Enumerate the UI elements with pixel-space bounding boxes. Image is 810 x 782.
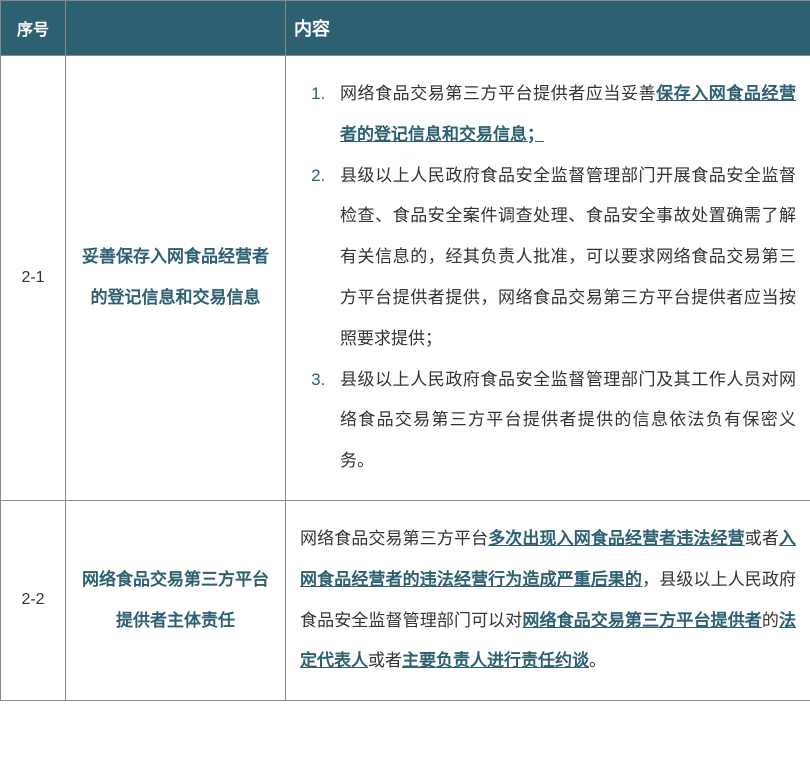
- list-item: 网络食品交易第三方平台提供者应当妥善保存入网食品经营者的登记信息和交易信息；: [330, 74, 796, 156]
- body-text: 县级以上人民政府食品安全监督管理部门开展食品安全监督检查、食品安全案件调查处理、…: [340, 166, 796, 348]
- cell-content: 网络食品交易第三方平台提供者应当妥善保存入网食品经营者的登记信息和交易信息； 县级…: [286, 56, 810, 501]
- body-text: 或者: [745, 529, 779, 548]
- table-body: 2-1妥善保存入网食品经营者的登记信息和交易信息网络食品交易第三方平台提供者应当…: [1, 56, 810, 701]
- header-idx: 序号: [1, 1, 66, 56]
- body-text: 的: [762, 611, 779, 630]
- ordered-list: 网络食品交易第三方平台提供者应当妥善保存入网食品经营者的登记信息和交易信息； 县级…: [300, 74, 796, 482]
- cell-idx: 2-2: [1, 500, 66, 700]
- list-item: 县级以上人民政府食品安全监督管理部门及其工作人员对网络食品交易第三方平台提供者提…: [330, 360, 796, 482]
- table-row: 2-1妥善保存入网食品经营者的登记信息和交易信息网络食品交易第三方平台提供者应当…: [1, 56, 810, 501]
- body-text: 网络食品交易第三方平台: [300, 529, 488, 548]
- cell-idx: 2-1: [1, 56, 66, 501]
- table-row: 2-2网络食品交易第三方平台提供者主体责任网络食品交易第三方平台多次出现入网食品…: [1, 500, 810, 700]
- body-text: 或者: [368, 651, 402, 670]
- body-text: 县级以上人民政府食品安全监督管理部门及其工作人员对网络食品交易第三方平台提供者提…: [340, 370, 796, 471]
- regulation-table: 序号 项目 内容 2-1妥善保存入网食品经营者的登记信息和交易信息网络食品交易第…: [0, 0, 810, 701]
- body-text: 。: [589, 651, 606, 670]
- cell-item: 妥善保存入网食品经营者的登记信息和交易信息: [66, 56, 286, 501]
- header-content: 内容: [286, 1, 810, 56]
- highlight-text: 网络食品交易第三方平台提供者: [522, 611, 762, 630]
- highlight-text: 多次出现入网食品经营者违法经营: [488, 529, 745, 548]
- paragraph: 网络食品交易第三方平台多次出现入网食品经营者违法经营或者入网食品经营者的违法经营…: [300, 519, 796, 682]
- header-row: 序号 项目 内容: [1, 1, 810, 56]
- list-item: 县级以上人民政府食品安全监督管理部门开展食品安全监督检查、食品安全案件调查处理、…: [330, 156, 796, 360]
- cell-content: 网络食品交易第三方平台多次出现入网食品经营者违法经营或者入网食品经营者的违法经营…: [286, 500, 810, 700]
- cell-item: 网络食品交易第三方平台提供者主体责任: [66, 500, 286, 700]
- header-item: 项目: [66, 1, 286, 56]
- highlight-text: 主要负责人进行责任约谈: [402, 651, 589, 670]
- body-text: 网络食品交易第三方平台提供者应当妥善: [340, 84, 656, 103]
